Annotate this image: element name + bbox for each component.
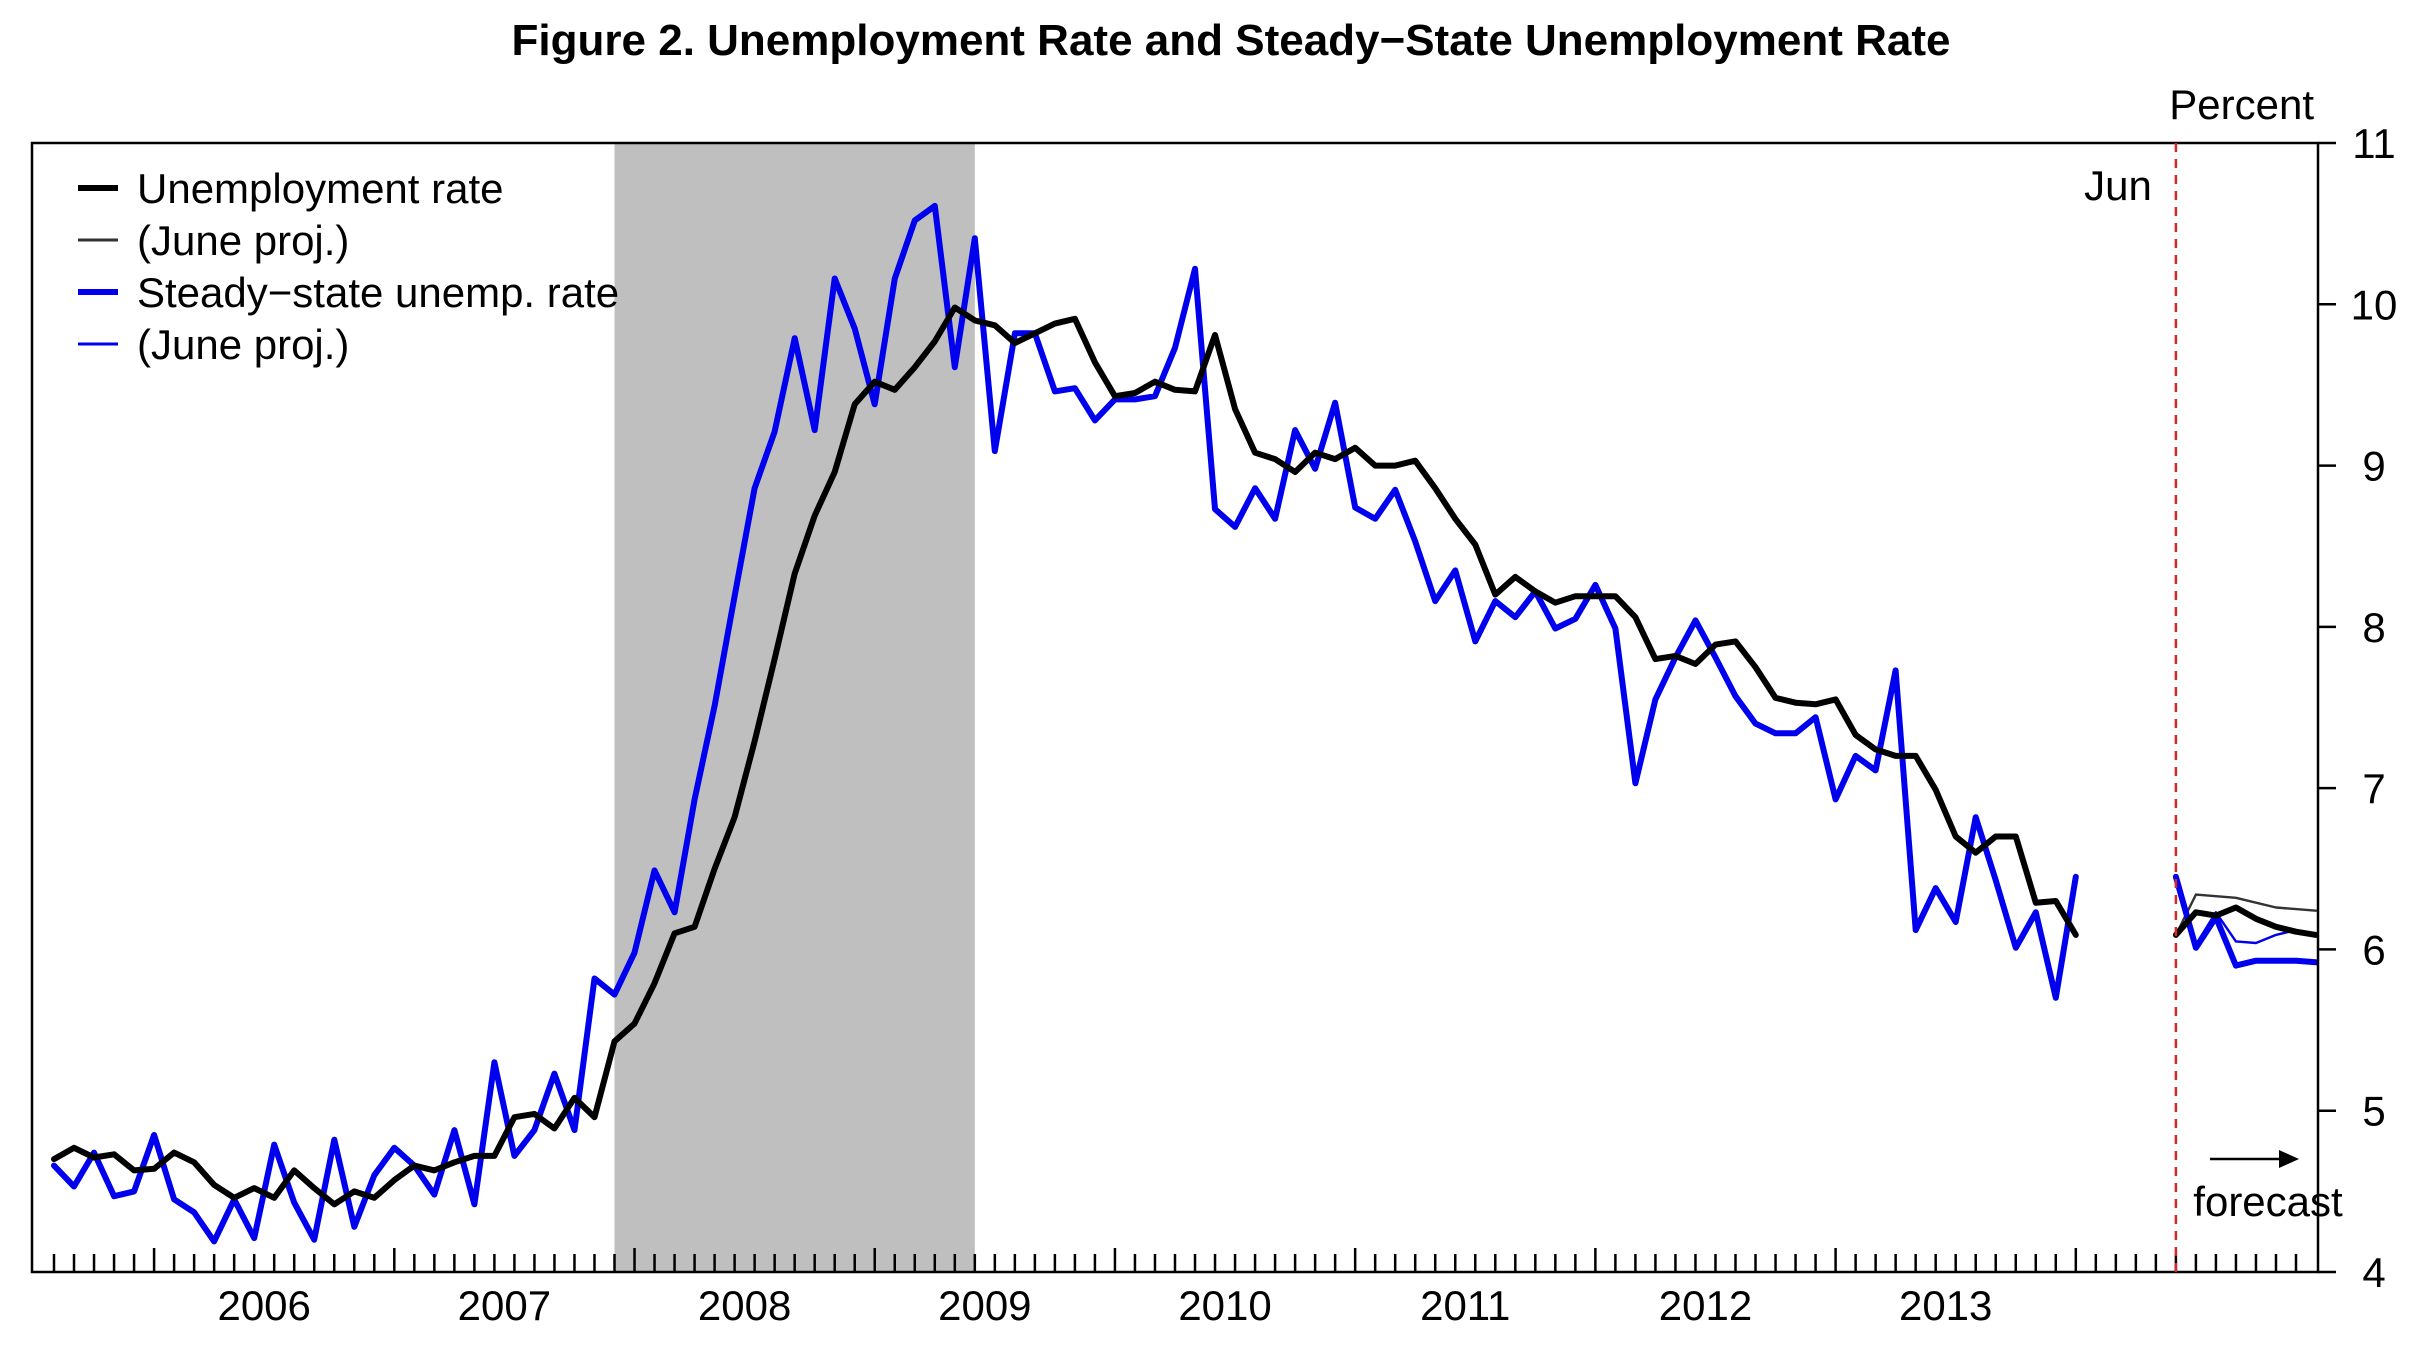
x-tick-label: 2012 <box>1659 1282 1752 1329</box>
y-tick-label: 5 <box>2362 1088 2385 1135</box>
series-lines-group <box>51 202 2319 1245</box>
series-line-1 <box>2174 893 2318 937</box>
x-tick-label: 2008 <box>698 1282 791 1329</box>
legend-label: (June proj.) <box>137 217 349 264</box>
series-line-0 <box>51 304 2079 1208</box>
y-tick-label: 6 <box>2362 926 2385 973</box>
x-tick-label: 2006 <box>217 1282 310 1329</box>
series-line-2 <box>51 202 2079 1245</box>
x-tick-label: 2009 <box>938 1282 1031 1329</box>
legend-label: (June proj.) <box>137 321 349 368</box>
chart-title: Figure 2. Unemployment Rate and Steady−S… <box>512 16 1951 65</box>
legend-label: Unemployment rate <box>137 165 504 212</box>
y-axis-label: Percent <box>2169 81 2314 128</box>
forecast-label: forecast <box>2193 1178 2343 1225</box>
x-tick-label: 2013 <box>1899 1282 1992 1329</box>
y-tick-label: 9 <box>2362 443 2385 490</box>
recession-shading <box>614 143 975 1272</box>
y-tick-label: 10 <box>2351 281 2398 328</box>
forecast-arrow-head <box>2279 1150 2299 1168</box>
annotations-group: Jun forecast <box>2084 143 2343 1272</box>
axes-group: 4 5 6 7 8 9 10 11 2006 2007 2008 2009 2010 2011 2012 20… <box>30 120 2398 1329</box>
y-tick-label: 7 <box>2362 765 2385 812</box>
june-label: Jun <box>2084 162 2152 209</box>
y-tick-label: 8 <box>2362 604 2385 651</box>
y-tick-label: 11 <box>2352 120 2396 167</box>
series-line-5 <box>2172 873 2319 969</box>
series-line-4 <box>2172 904 2319 938</box>
y-tick-label: 4 <box>2362 1249 2385 1296</box>
x-tick-label: 2011 <box>1420 1282 1510 1329</box>
legend: Unemployment rate (June proj.) Steady−stat… <box>78 165 619 368</box>
x-tick-label: 2010 <box>1178 1282 1271 1329</box>
legend-label: Steady−state unemp. rate <box>137 269 619 316</box>
recession-shading-group <box>614 143 975 1272</box>
x-tick-label: 2007 <box>458 1282 551 1329</box>
